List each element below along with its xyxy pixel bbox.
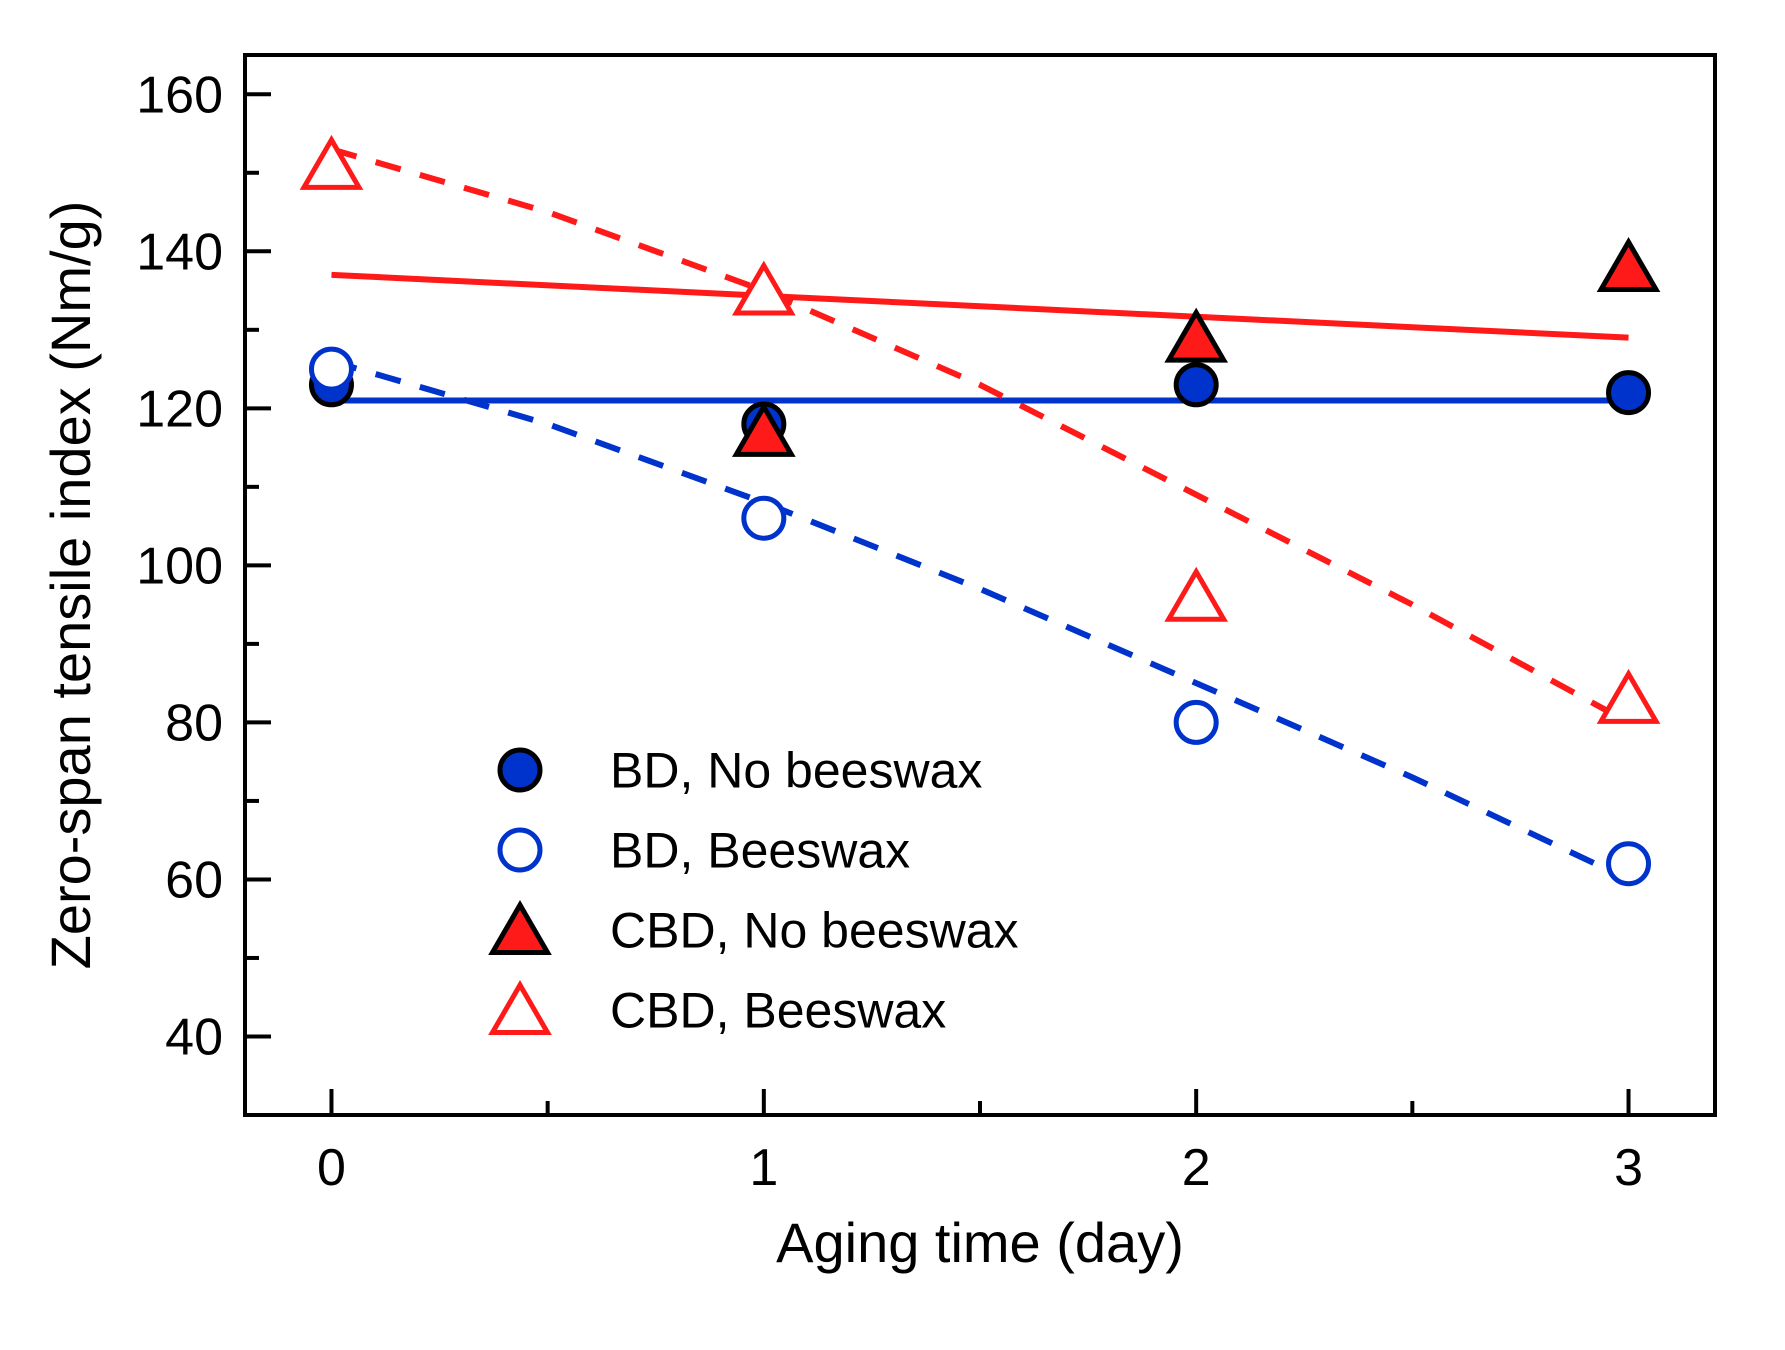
y-tick-label: 100 xyxy=(136,538,223,596)
point-bd_beeswax xyxy=(311,349,351,389)
y-tick-label: 160 xyxy=(136,66,223,124)
point-bd_beeswax xyxy=(1176,702,1216,742)
legend-label: BD, No beeswax xyxy=(610,743,982,799)
x-tick-label: 3 xyxy=(1614,1139,1643,1197)
x-tick-label: 1 xyxy=(749,1139,778,1197)
y-tick-label: 40 xyxy=(165,1009,223,1067)
point-bd_beeswax xyxy=(744,498,784,538)
x-axis-label: Aging time (day) xyxy=(776,1211,1184,1274)
chart-container: 0 1 2 3 40 60 80 100 120 140 160 Aging time (day) Ze… xyxy=(0,0,1785,1350)
tensile-index-chart: 0 1 2 3 40 60 80 100 120 140 160 Aging time (day) Ze… xyxy=(0,0,1785,1350)
y-tick-label: 120 xyxy=(136,381,223,439)
legend-label: BD, Beeswax xyxy=(610,823,910,879)
point-bd_no_beeswax xyxy=(1609,373,1649,413)
y-tick-label: 60 xyxy=(165,852,223,910)
legend-label: CBD, No beeswax xyxy=(610,903,1019,959)
y-axis-label: Zero-span tensile index (Nm/g) xyxy=(39,201,102,970)
y-tick-label: 80 xyxy=(165,695,223,753)
x-tick-label: 2 xyxy=(1182,1139,1211,1197)
legend-label: CBD, Beeswax xyxy=(610,983,946,1039)
point-bd_beeswax xyxy=(1609,844,1649,884)
x-tick-label: 0 xyxy=(317,1139,346,1197)
point-bd_no_beeswax xyxy=(1176,365,1216,405)
y-tick-label: 140 xyxy=(136,223,223,281)
